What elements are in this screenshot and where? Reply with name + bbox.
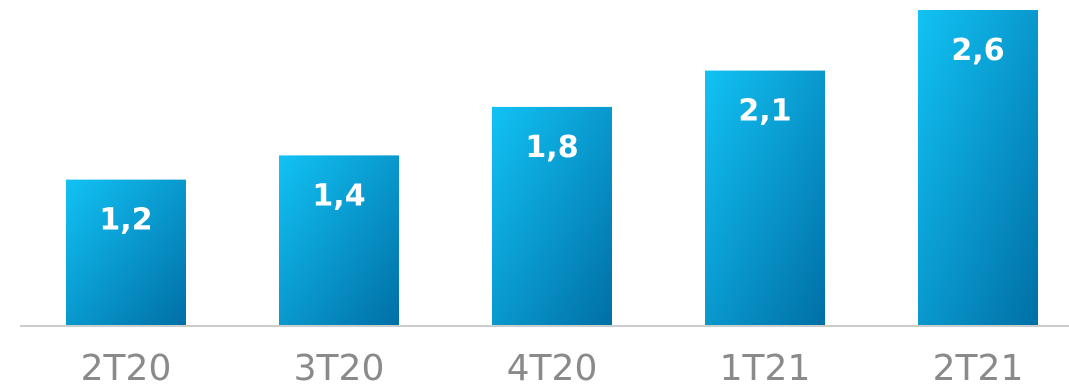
bar-value-label-3T20: 1,4 [312,178,365,213]
x-tick-label-2T20: 2T20 [81,348,172,389]
bar-2T20 [66,179,186,325]
bar-2T21 [918,10,1038,325]
x-tick-label-4T20: 4T20 [507,348,598,389]
bar-1T21 [705,70,825,325]
bar-value-label-4T20: 1,8 [525,130,578,165]
bar-value-label-2T21: 2,6 [951,33,1004,68]
bar-4T20 [492,106,612,325]
bar-value-label-1T21: 2,1 [738,94,791,129]
x-tick-label-3T20: 3T20 [294,348,385,389]
x-tick-label-1T21: 1T21 [720,348,811,389]
bar-value-label-2T20: 1,2 [99,203,152,238]
bar-3T20 [279,155,399,325]
x-tick-label-2T21: 2T21 [933,348,1024,389]
